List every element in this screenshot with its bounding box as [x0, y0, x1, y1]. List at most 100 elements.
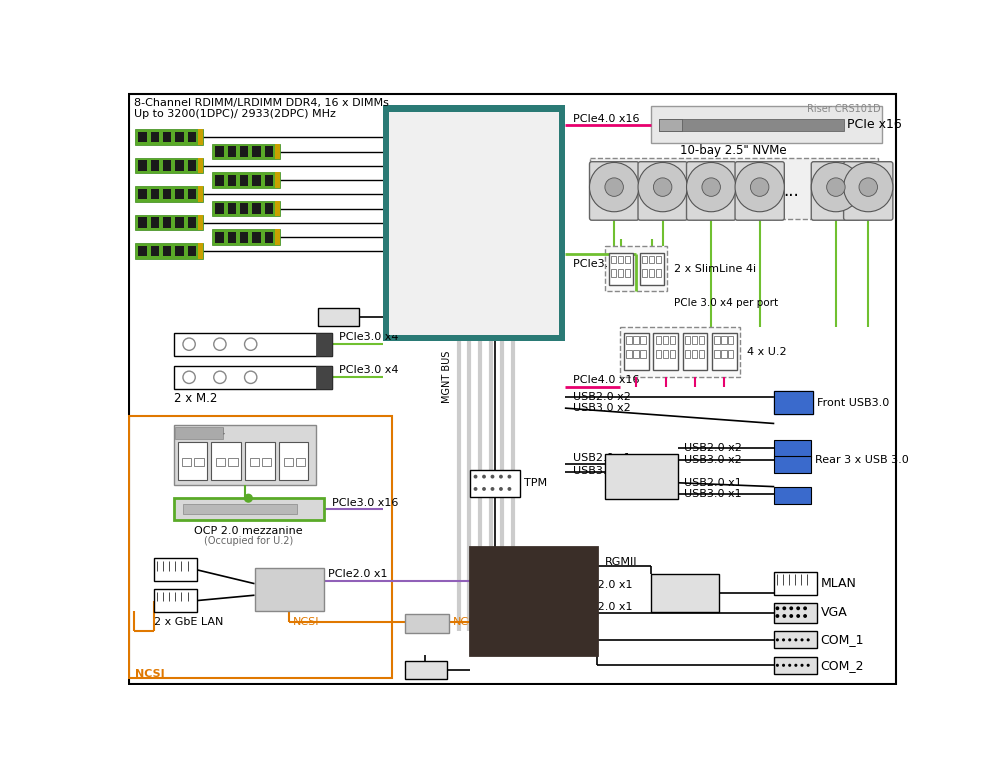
Circle shape — [245, 494, 252, 502]
Text: PCIe2.0 x1: PCIe2.0 x1 — [328, 569, 387, 578]
Bar — [670, 336, 675, 344]
Bar — [651, 106, 882, 143]
Bar — [618, 270, 623, 277]
Bar — [774, 603, 817, 623]
Text: Riser CRS101D: Riser CRS101D — [807, 104, 881, 114]
Bar — [663, 350, 668, 358]
Bar — [265, 203, 273, 214]
Bar — [605, 454, 678, 499]
Circle shape — [776, 664, 779, 667]
Bar — [188, 132, 196, 142]
Circle shape — [499, 474, 503, 478]
Circle shape — [474, 474, 477, 478]
Text: U.2: U.2 — [287, 447, 301, 457]
Bar — [774, 440, 811, 457]
Bar — [692, 336, 697, 344]
Bar — [383, 105, 565, 341]
Text: NCSI: NCSI — [135, 669, 165, 678]
Circle shape — [796, 614, 800, 618]
Text: PCIe3.0 x16: PCIe3.0 x16 — [332, 498, 398, 507]
Bar — [151, 246, 159, 256]
Text: MLAN: MLAN — [820, 578, 856, 590]
Text: ...: ... — [783, 182, 799, 200]
Bar — [714, 350, 720, 358]
Bar — [685, 336, 690, 344]
Circle shape — [491, 474, 494, 478]
Bar — [212, 229, 280, 245]
Bar — [611, 270, 616, 277]
Bar — [163, 132, 171, 142]
Text: USB HUB: USB HUB — [619, 467, 663, 477]
Circle shape — [687, 162, 736, 212]
Text: Rear 3 x USB 3.0: Rear 3 x USB 3.0 — [815, 456, 909, 465]
Text: 2 x SlimLine 4i: 2 x SlimLine 4i — [674, 264, 756, 273]
Circle shape — [807, 664, 810, 667]
Bar — [405, 661, 447, 679]
Bar — [252, 203, 261, 214]
Bar — [656, 350, 661, 358]
Bar — [470, 470, 520, 497]
Bar — [240, 232, 248, 243]
Bar — [188, 189, 196, 199]
Bar — [135, 243, 203, 259]
Text: Switch: Switch — [410, 619, 444, 628]
Text: MGNT BUS: MGNT BUS — [442, 351, 452, 403]
Bar — [163, 189, 171, 199]
Circle shape — [605, 178, 623, 196]
Circle shape — [499, 487, 503, 491]
Circle shape — [638, 162, 687, 212]
Text: USB3.0 x1: USB3.0 x1 — [573, 467, 630, 476]
Circle shape — [827, 178, 845, 196]
Circle shape — [789, 606, 793, 610]
Text: AMD™: AMD™ — [434, 152, 514, 172]
Circle shape — [811, 162, 861, 212]
Bar — [252, 146, 261, 157]
Circle shape — [507, 474, 511, 478]
Bar — [774, 456, 811, 473]
Bar — [663, 336, 668, 344]
Circle shape — [800, 638, 804, 641]
Bar — [275, 172, 280, 188]
Circle shape — [245, 338, 257, 350]
Bar — [188, 160, 196, 171]
Text: 2 x M.2: 2 x M.2 — [174, 392, 217, 404]
Bar — [182, 458, 191, 466]
Circle shape — [735, 162, 784, 212]
Bar — [212, 201, 280, 216]
Bar — [151, 160, 159, 171]
Bar — [174, 333, 332, 356]
Bar — [618, 256, 623, 263]
Circle shape — [750, 178, 769, 196]
Bar — [198, 215, 203, 230]
Bar — [198, 243, 203, 259]
Bar — [640, 350, 646, 358]
Text: USB3.0 x2: USB3.0 x2 — [573, 403, 630, 413]
Bar — [151, 217, 159, 228]
Text: (Occupied for U.2): (Occupied for U.2) — [204, 536, 293, 545]
Bar — [228, 146, 236, 157]
Circle shape — [702, 178, 720, 196]
Text: EPYC: EPYC — [411, 175, 537, 218]
Bar — [138, 160, 147, 171]
Circle shape — [474, 487, 477, 491]
Text: USB2.0 x1: USB2.0 x1 — [573, 454, 630, 463]
Circle shape — [782, 664, 785, 667]
Text: 2 x GbE LAN: 2 x GbE LAN — [154, 618, 224, 627]
Bar — [252, 175, 261, 186]
Bar — [633, 350, 639, 358]
Bar — [620, 327, 740, 377]
Bar — [216, 458, 225, 466]
Circle shape — [807, 638, 810, 641]
Text: AMD ROME: AMD ROME — [435, 247, 513, 261]
Bar — [129, 416, 392, 678]
Text: USB2.0 x1: USB2.0 x1 — [684, 478, 742, 487]
Bar — [228, 203, 236, 214]
Circle shape — [859, 178, 877, 196]
Text: PCIe4.0 x16: PCIe4.0 x16 — [573, 114, 639, 123]
Text: NCSI: NCSI — [293, 618, 320, 627]
Circle shape — [183, 338, 195, 350]
Text: 8-Channel RDIMM/LRDIMM DDR4, 16 x DIMMs: 8-Channel RDIMM/LRDIMM DDR4, 16 x DIMMs — [134, 99, 389, 108]
Bar — [175, 427, 223, 439]
Circle shape — [775, 606, 779, 610]
Bar — [405, 614, 449, 633]
